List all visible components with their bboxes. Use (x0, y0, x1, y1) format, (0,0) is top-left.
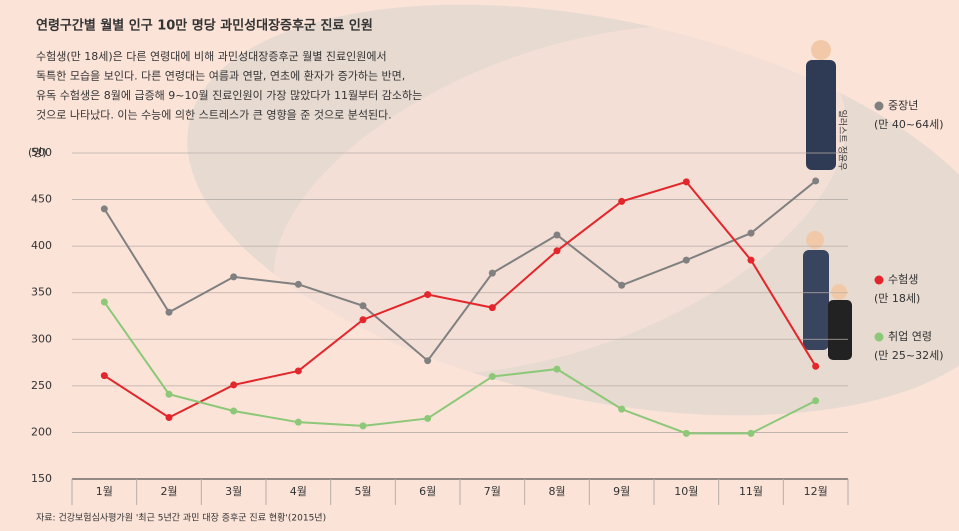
x-tick-label: 10월 (674, 485, 698, 498)
data-point (359, 422, 367, 430)
data-point (294, 367, 302, 375)
data-point (488, 304, 496, 312)
y-tick-label: 250 (31, 379, 52, 392)
x-tick-label: 2월 (160, 485, 177, 498)
source: 자료: 건강보험심사평가원 '최근 5년간 과민 대장 증후군 진료 현황'(2… (36, 513, 326, 524)
y-tick-label: 500 (31, 146, 52, 159)
data-point (553, 247, 561, 255)
x-tick-label: 1월 (96, 485, 113, 498)
data-point (294, 280, 302, 288)
credit: 일러스트 정윤우 (837, 110, 848, 171)
y-tick-label: 150 (31, 472, 52, 485)
y-tick-label: 300 (31, 332, 52, 345)
x-tick-label: 11월 (739, 485, 763, 498)
data-point (618, 405, 626, 413)
series-line (103, 180, 817, 363)
x-tick-label: 5월 (354, 485, 371, 498)
data-point (488, 373, 496, 381)
y-tick-label: 450 (31, 193, 52, 206)
background-shape (273, 25, 847, 375)
data-point (682, 178, 690, 186)
x-tick-label: 8월 (548, 485, 565, 498)
data-point (682, 256, 690, 264)
data-point (682, 429, 690, 437)
description-line: 수험생(만 18세)은 다른 연령대에 비해 과민성대장증후군 월별 진료인원에… (36, 49, 387, 63)
chart-title: 연령구간별 월별 인구 10만 명당 과민성대장증후군 진료 인원 (36, 18, 373, 34)
description-line: 것으로 나타났다. 이는 수능에 의한 스트레스가 큰 영향을 준 것으로 분석… (36, 109, 392, 122)
data-point (424, 414, 432, 422)
series-line (103, 180, 817, 419)
description-line: 독특한 모습을 보인다. 다른 연령대는 여름과 연말, 연초에 환자가 증가하… (36, 69, 405, 83)
x-tick-label: 6월 (419, 485, 436, 498)
data-point (488, 269, 496, 277)
data-point (100, 372, 108, 380)
y-tick-label: 400 (31, 239, 52, 252)
data-point (618, 197, 626, 205)
y-unit: (명) (28, 146, 47, 159)
legend-marker (874, 101, 884, 111)
data-point (294, 418, 302, 426)
illustration (803, 40, 852, 360)
x-tick-label: 9월 (613, 485, 630, 498)
data-point (359, 302, 367, 310)
x-tick-label: 7월 (484, 485, 501, 498)
data-point (230, 407, 238, 415)
x-tick-label: 3월 (225, 485, 242, 498)
y-tick-label: 350 (31, 286, 52, 299)
data-point (230, 273, 238, 281)
legend-marker (874, 275, 884, 285)
y-tick-label: 200 (31, 425, 52, 438)
data-point (100, 298, 108, 306)
x-tick-label: 4월 (290, 485, 307, 498)
legend-label: 중장년 (888, 99, 918, 112)
legend-subtitle: (만 40~64세) (874, 118, 944, 131)
legend-label: 취업 연령 (888, 330, 932, 343)
data-point (424, 291, 432, 299)
data-point (553, 365, 561, 373)
data-point (812, 177, 820, 185)
data-point (100, 205, 108, 213)
data-point (165, 390, 173, 398)
data-point (165, 414, 173, 422)
data-point (747, 256, 755, 264)
data-point (553, 231, 561, 239)
data-point (747, 229, 755, 237)
data-point (165, 308, 173, 316)
data-point (359, 316, 367, 324)
data-point (618, 281, 626, 289)
legend-subtitle: (만 25~32세) (874, 349, 944, 362)
data-point (812, 397, 820, 405)
legend-subtitle: (만 18세) (874, 292, 920, 305)
data-point (230, 381, 238, 389)
legend-label: 수험생 (888, 273, 918, 286)
x-tick-label: 12월 (804, 485, 828, 498)
series-line (103, 301, 817, 435)
data-point (424, 357, 432, 365)
legend-marker (874, 332, 884, 342)
data-point (747, 429, 755, 437)
data-point (812, 362, 820, 370)
description-line: 유독 수험생은 8월에 급증해 9~10월 진료인원이 가장 많았다가 11월부… (36, 88, 422, 102)
